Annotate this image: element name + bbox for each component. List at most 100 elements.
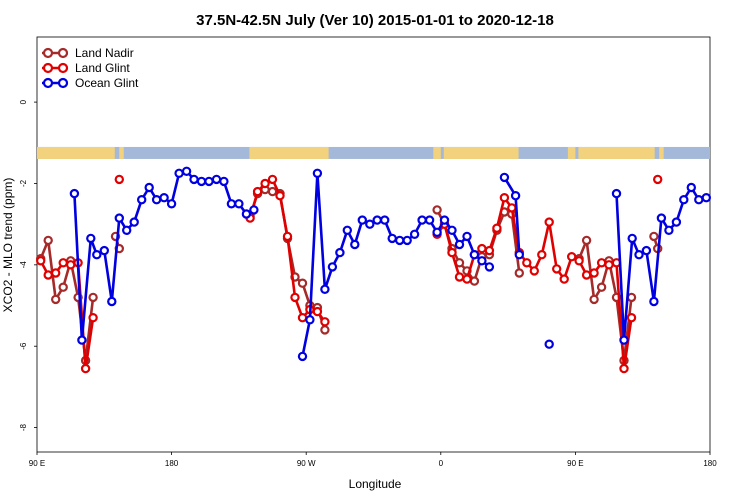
land-band-segment [567,146,576,159]
data-point [529,266,540,276]
data-point [249,205,259,215]
data-point [88,313,98,323]
data-point [80,363,91,374]
data-point [671,217,682,227]
data-point [499,172,510,183]
data-point [290,292,300,303]
data-point [641,245,652,256]
data-point [439,215,450,225]
legend-marker [42,62,54,74]
y-tick-label: -8 [19,423,28,431]
data-point [574,256,584,266]
legend-label: Ocean Glint [75,76,139,90]
data-point [372,215,382,225]
data-point [65,260,76,270]
data-point [477,256,487,266]
data-point [144,182,154,193]
data-point [320,325,330,335]
data-point [589,268,599,278]
data-point [58,258,68,268]
x-tick-label: 180 [703,459,717,468]
data-point [36,256,46,266]
data-point [484,262,495,272]
data-point [619,335,629,345]
legend-item: Land Glint [42,61,130,75]
x-axis-ticks: 90 E 180 90 W 0 90 E 180 [29,452,717,468]
data-point [88,292,98,303]
data-point [43,270,53,280]
data-point [484,245,495,256]
data-point [507,203,517,213]
data-point [166,199,177,209]
data-point [559,274,569,284]
data-point [92,249,102,260]
data-point [174,168,184,178]
data-point [679,194,689,205]
data-point [241,209,252,219]
data-point [627,233,637,244]
data-point [499,192,510,203]
legend-item: Ocean Glint [42,76,139,90]
plot-frame [36,36,711,453]
y-tick-label: -4 [19,261,28,269]
data-point [267,186,278,197]
data-point [252,186,263,197]
data-point [626,313,637,323]
x-tick-label: 90 W [297,459,316,468]
data-point [424,215,435,225]
data-point [226,199,237,209]
data-point [596,282,607,292]
data-point [462,231,472,242]
legend-marker [57,77,69,89]
data-point [58,282,68,292]
data-point [189,174,199,185]
y-tick-label: 0 [19,99,28,104]
data-point [129,217,139,227]
land-band-segment [37,146,115,159]
data-point [305,315,315,325]
ocean-band [37,146,710,159]
data-point [260,178,270,189]
data-point [136,194,147,205]
data-point [619,363,629,374]
data-point [387,233,397,244]
data-point [694,194,704,205]
data-point [335,247,345,258]
data-point [596,258,607,268]
data-point [432,205,442,215]
data-point [664,225,674,235]
data-point [634,249,644,260]
y-tick-label: -6 [19,342,28,350]
data-point [121,225,132,235]
y-axis-label: XCO2 - MLO trend (ppm) [1,178,15,313]
data-point [522,258,532,268]
data-point [151,194,162,205]
land-band-segment [578,146,655,159]
data-point [327,262,338,272]
data-point [544,217,554,227]
data-point [581,235,592,246]
data-point [51,268,61,278]
data-point [275,190,285,201]
data-point [320,284,330,294]
data-point [282,231,293,242]
data-point [219,176,229,187]
data-point [432,227,442,237]
data-point [77,335,87,345]
series-land-nadir [36,184,663,366]
data-point [350,239,360,250]
y-axis-ticks: 0 -2 -4 -6 -8 [19,99,37,431]
legend-marker [42,77,54,89]
x-axis-label: Longitude [349,477,402,491]
data-point [514,249,525,260]
data-point [196,176,207,187]
data-point [649,296,659,307]
y-tick-label: -2 [19,179,28,187]
data-point [114,174,125,185]
x-tick-label: 90 E [567,459,583,468]
land-ocean-band [37,146,710,159]
data-point [402,235,412,246]
data-point [69,188,80,199]
data-point [204,176,214,187]
